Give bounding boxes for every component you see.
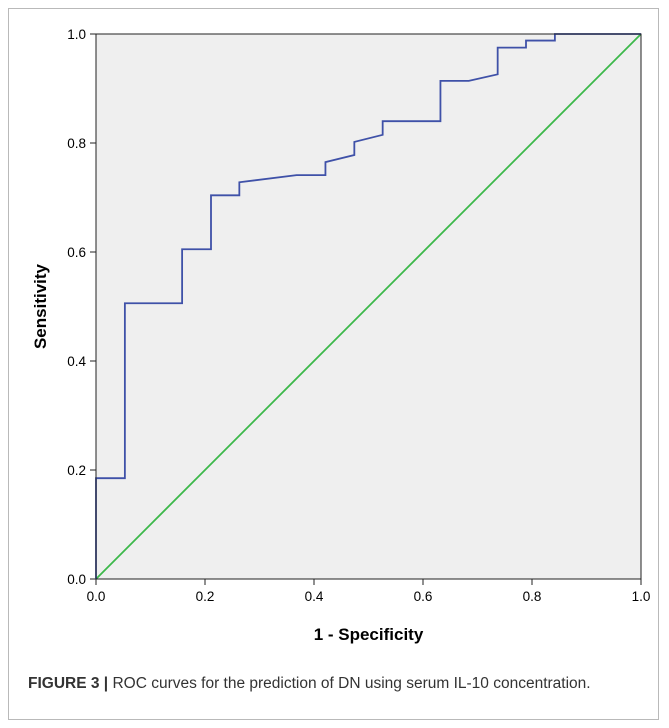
series-layer (95, 33, 642, 580)
figure-caption-text: ROC curves for the prediction of DN usin… (108, 675, 591, 692)
x-tick-label: 0.4 (305, 589, 324, 604)
y-tick-label: 0.4 (67, 354, 86, 369)
roc-curve-line (95, 33, 641, 579)
y-axis: 0.0 0.2 0.4 0.6 0.8 1.0 (67, 27, 96, 587)
x-tick-label: 0.8 (523, 589, 542, 604)
y-tick-label: 0.8 (67, 136, 86, 151)
x-tick-label: 0.0 (87, 589, 106, 604)
reference-diagonal-line (95, 33, 642, 580)
y-tick-label: 0.2 (67, 463, 86, 478)
figure-caption-label: FIGURE 3 | (28, 675, 109, 692)
y-tick-label: 0.6 (67, 245, 86, 260)
figure-caption: FIGURE 3 | ROC curves for the prediction… (28, 672, 638, 695)
x-tick-label: 0.6 (414, 589, 433, 604)
x-tick-label: 0.2 (196, 589, 215, 604)
plot-border (95, 33, 642, 580)
roc-chart: 0.0 0.2 0.4 0.6 0.8 1.0 0.0 0.2 0.4 0.6 0.8 1.0 1 … (31, 27, 651, 644)
x-tick-label: 1.0 (632, 589, 651, 604)
y-axis-label: Sensitivity (31, 263, 50, 349)
y-tick-label: 1.0 (67, 27, 86, 42)
y-tick-label: 0.0 (67, 572, 86, 587)
x-axis: 0.0 0.2 0.4 0.6 0.8 1.0 (87, 579, 651, 604)
x-axis-label: 1 - Specificity (314, 625, 424, 644)
